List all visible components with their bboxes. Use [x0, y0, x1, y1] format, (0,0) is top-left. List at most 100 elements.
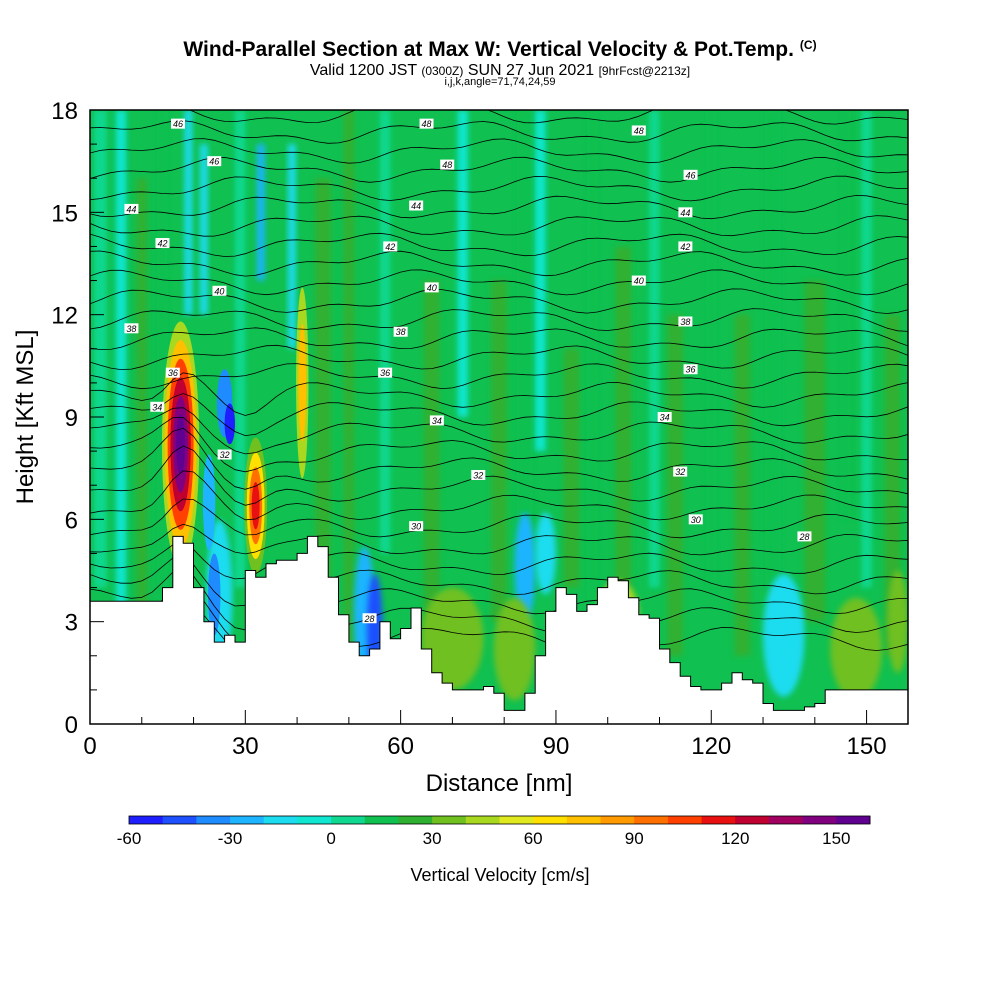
colorbar-swatch	[432, 816, 467, 824]
theta-label: 34	[660, 413, 670, 423]
theta-contour-line	[90, 416, 908, 473]
x-tick-label: 0	[83, 733, 96, 760]
theta-label-bg	[409, 200, 424, 211]
field-streak	[861, 110, 872, 588]
utc-time: (0300Z)	[421, 64, 464, 78]
chart-title: Wind-Parallel Section at Max W: Vertical…	[0, 38, 1000, 62]
theta-contour-line	[90, 583, 908, 648]
theta-label-bg	[217, 449, 232, 460]
downdraft-core	[202, 454, 216, 551]
theta-contour-line	[90, 427, 908, 490]
x-axis-label: Distance [nm]	[426, 770, 573, 797]
theta-label: 42	[680, 242, 690, 252]
downdraft-core	[208, 553, 221, 636]
downdraft-core	[224, 403, 235, 445]
field-streak	[457, 110, 468, 417]
colorbar-swatch	[701, 816, 736, 824]
valid-date: SUN 27 Jun 2021	[467, 62, 595, 79]
theta-label-bg	[362, 613, 377, 624]
theta-label: 34	[432, 416, 442, 426]
theta-contour-line	[90, 470, 908, 521]
theta-contour-line	[90, 445, 908, 506]
theta-label: 42	[385, 242, 395, 252]
theta-label-bg	[171, 118, 186, 129]
theta-label-bg	[383, 241, 398, 252]
theta-contour-line	[90, 215, 908, 237]
colorbar-tick-label: 90	[625, 829, 644, 848]
field-streak	[379, 110, 391, 554]
colorbar-swatch	[230, 816, 265, 824]
theta-label-bg	[165, 367, 180, 378]
field-streak	[706, 110, 717, 588]
colorbar-swatch	[364, 816, 399, 824]
theta-label: 38	[396, 327, 406, 337]
x-tick-label: 30	[232, 733, 259, 760]
field-streak	[734, 314, 751, 656]
y-tick-label: 0	[65, 712, 78, 739]
colorbar-swatch	[634, 816, 669, 824]
theta-label: 46	[209, 157, 219, 167]
colorbar-swatch	[836, 816, 871, 824]
field-patch	[535, 512, 556, 595]
field-streak	[765, 110, 782, 588]
theta-contour-line	[188, 110, 908, 125]
theta-contours	[90, 110, 908, 661]
colorbar-swatch	[297, 816, 332, 824]
updraft-core	[298, 324, 307, 442]
updraft-core	[176, 414, 186, 475]
theta-label-bg	[631, 125, 646, 136]
colorbar-swatch	[566, 816, 602, 824]
theta-contour-line	[90, 138, 908, 164]
theta-contour-line	[90, 363, 908, 390]
field-streak	[587, 110, 598, 622]
colorbar-tick-label: 0	[326, 829, 335, 848]
theta-contour-line	[90, 344, 908, 371]
theta-label: 36	[686, 365, 696, 375]
theta-contour-line	[90, 407, 908, 455]
colorbar-swatch	[533, 816, 568, 824]
colorbar-swatch	[129, 816, 164, 824]
colorbar-swatch	[600, 816, 635, 824]
theta-label-bg	[678, 207, 693, 218]
chart-subtitle: Valid 1200 JST (0300Z) SUN 27 Jun 2021 […	[0, 62, 1000, 80]
theta-label-bg	[688, 514, 703, 525]
colorbar-swatch	[768, 816, 804, 824]
theta-label-bg	[207, 156, 222, 167]
theta-contour-line	[90, 269, 908, 296]
theta-label: 40	[427, 283, 437, 293]
theta-label-bg	[150, 401, 165, 412]
colorbar: -60 -30 0 30 60 90 120 150	[117, 815, 871, 848]
colorbar-tick-label: 30	[423, 829, 442, 848]
field-patch	[421, 587, 484, 690]
field-streak	[234, 110, 246, 588]
theta-contour-line	[90, 232, 908, 257]
colorbar-tick-label: 60	[524, 829, 543, 848]
terrain-mask	[90, 535, 908, 724]
field-patch	[493, 597, 536, 701]
field-streak	[884, 314, 901, 656]
x-tick-label: 90	[543, 733, 570, 760]
grid-indices: i,j,k,angle=71,74,24,59	[444, 76, 556, 88]
theta-label: 42	[157, 239, 167, 249]
field-streak	[615, 246, 632, 622]
theta-label: 40	[214, 286, 224, 296]
colorbar-swatch	[667, 816, 703, 824]
colorbar-swatch	[499, 816, 534, 824]
theta-label-bg	[657, 412, 672, 422]
theta-label-bg	[378, 367, 393, 378]
field-streak	[423, 280, 440, 690]
colorbar-swatch	[398, 816, 433, 824]
theta-contour-line	[90, 250, 908, 277]
y-tick-label: 15	[51, 200, 78, 227]
theta-label-bg	[797, 531, 812, 542]
field-streak	[535, 110, 546, 452]
theta-label: 38	[680, 317, 690, 327]
theta-label: 32	[220, 450, 230, 460]
field-streak	[288, 144, 296, 349]
chart-title-text: Wind-Parallel Section at Max W: Vertical…	[183, 38, 794, 61]
colorbar-swatch	[162, 816, 197, 824]
theta-label-bg	[124, 323, 139, 334]
colorbar-tick-label: 120	[721, 829, 749, 848]
theta-label: 48	[442, 160, 452, 170]
